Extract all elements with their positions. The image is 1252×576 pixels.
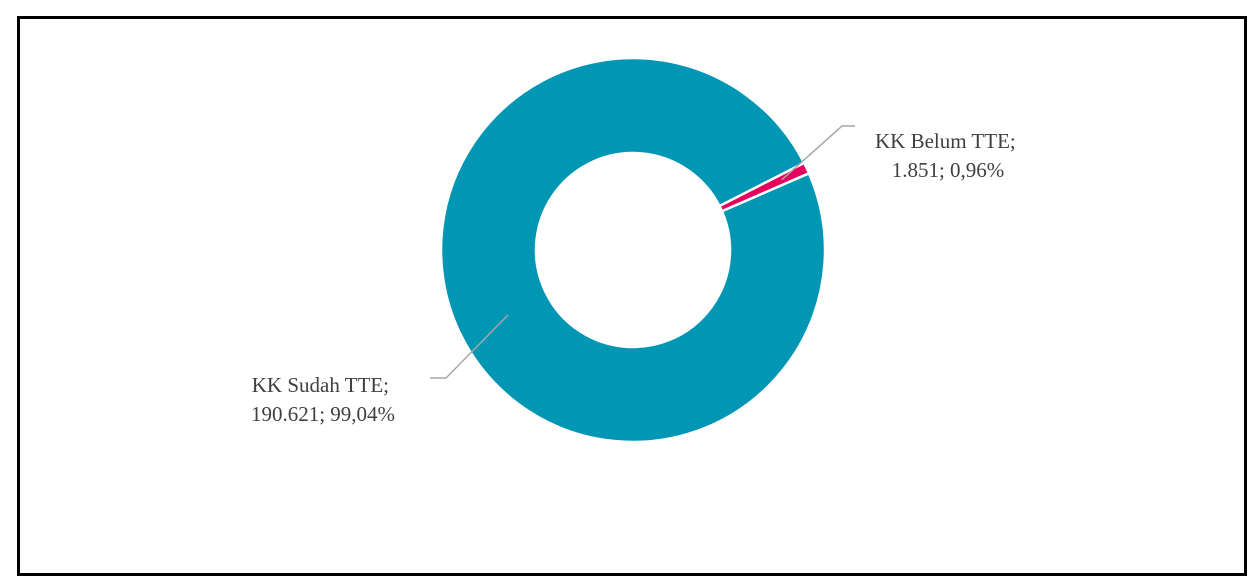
donut-slice-kk-sudah-tte — [439, 56, 827, 444]
leader-line-kk-belum-tte — [781, 125, 855, 181]
donut-slices — [439, 56, 827, 444]
label-kk-belum-tte-line1: KK Belum TTE; — [875, 129, 1016, 153]
leader-lines — [430, 125, 855, 379]
label-kk-belum-tte-line2: 1.851; 0,96% — [892, 158, 1005, 182]
label-kk-sudah-tte-line2: 190.621; 99,04% — [251, 402, 395, 426]
label-kk-sudah-tte-line1: KK Sudah TTE; — [252, 373, 389, 397]
label-kk-sudah-tte: KK Sudah TTE; 190.621; 99,04% — [251, 373, 395, 426]
label-kk-belum-tte: KK Belum TTE; 1.851; 0,96% — [875, 129, 1021, 182]
leader-line-kk-sudah-tte — [430, 314, 509, 379]
donut-chart: KK Belum TTE; 1.851; 0,96% KK Sudah TTE;… — [251, 56, 1021, 444]
